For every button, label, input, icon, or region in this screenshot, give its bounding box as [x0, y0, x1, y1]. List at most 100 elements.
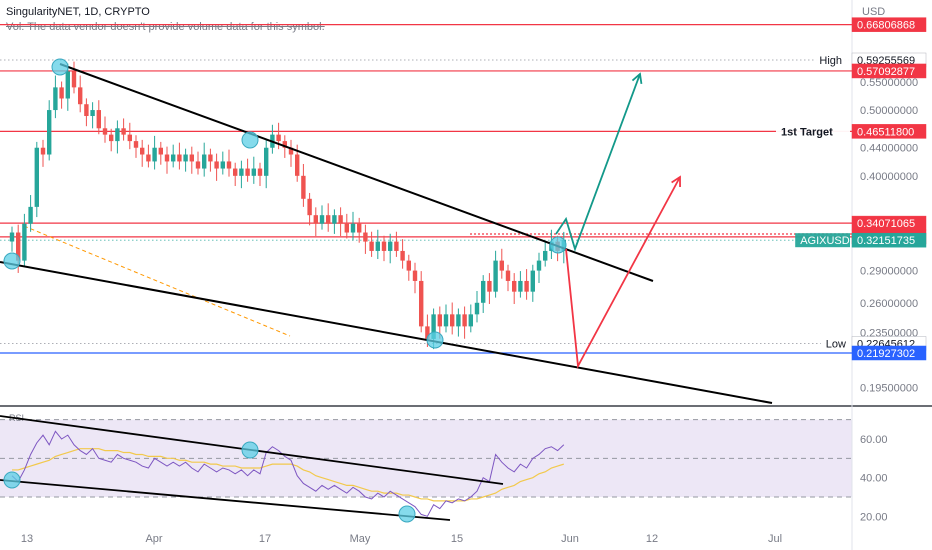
bullish-projection-arrowhead — [631, 72, 643, 85]
candle-0 — [9, 232, 15, 242]
candle-29 — [189, 154, 194, 162]
candle-66 — [419, 280, 424, 327]
level-label-3: 1st Target — [781, 126, 833, 138]
candle-18 — [121, 128, 126, 135]
level-label-7: Low — [826, 338, 846, 350]
price-tag-8 — [851, 345, 927, 361]
candle-70 — [443, 314, 449, 327]
price-tag-text-6: 0.32151735 — [857, 235, 915, 247]
candle-36 — [233, 168, 238, 176]
rsi-line — [11, 430, 565, 517]
candle-61 — [388, 241, 393, 251]
candle-77 — [487, 280, 492, 292]
candle-26 — [171, 154, 176, 162]
high-pivot-marker — [51, 58, 69, 76]
candle-43 — [276, 134, 281, 142]
bullish-projection — [555, 73, 641, 252]
candle-69 — [437, 314, 442, 327]
breakout-marker — [549, 236, 567, 254]
price-tag-2 — [851, 63, 927, 79]
candle-71 — [450, 314, 455, 327]
candle-19 — [127, 134, 132, 142]
rsi-bottom-marker — [398, 505, 416, 523]
candle-9 — [65, 71, 70, 99]
candle-44 — [282, 141, 287, 148]
candle-60 — [381, 241, 387, 251]
candle-22 — [146, 154, 151, 162]
candle-52 — [332, 215, 337, 224]
candle-6 — [47, 110, 52, 155]
candle-2 — [22, 223, 27, 261]
candle-57 — [363, 232, 368, 242]
candle-7 — [53, 87, 58, 111]
candle-68 — [431, 314, 436, 339]
major-low-marker — [426, 331, 444, 349]
candle-74 — [468, 314, 473, 327]
candle-45 — [288, 147, 294, 155]
candle-23 — [152, 147, 157, 162]
candle-20 — [133, 141, 139, 148]
candle-11 — [78, 87, 83, 105]
candle-83 — [524, 280, 529, 292]
rsi-low-marker — [3, 471, 21, 489]
price-tag-text-2: 0.57092877 — [857, 66, 915, 78]
candle-49 — [313, 215, 318, 224]
candle-21 — [140, 147, 145, 155]
level-label-bg-1 — [814, 53, 850, 67]
candle-64 — [406, 260, 411, 271]
price-tag-text-8: 0.21927302 — [857, 348, 915, 360]
candle-46 — [295, 154, 300, 176]
dashed-trendline — [23, 225, 291, 337]
candle-14 — [96, 110, 101, 129]
lower-high-marker — [241, 131, 259, 149]
candle-76 — [481, 280, 486, 303]
candle-12 — [84, 104, 89, 117]
rsi-ma-line — [12, 448, 564, 502]
candle-33 — [214, 161, 219, 169]
rsi-lower-trendline — [0, 479, 451, 521]
candle-65 — [412, 270, 418, 281]
level-label-bg-7 — [820, 336, 850, 351]
candle-78 — [493, 260, 498, 292]
candle-53 — [338, 215, 343, 224]
candle-37 — [239, 168, 244, 176]
candle-59 — [375, 241, 380, 251]
candle-5 — [40, 147, 46, 155]
x-label-0: 13 — [21, 533, 33, 545]
volume-note: Vol: The data vendor doesn't provide vol… — [6, 21, 325, 33]
candle-24 — [158, 147, 163, 155]
candle-62 — [394, 241, 399, 251]
price-tick-1: 0.50000000 — [860, 105, 918, 117]
level-label-bg-6 — [795, 233, 850, 248]
candle-32 — [208, 154, 213, 162]
candle-3 — [28, 206, 33, 224]
candle-31 — [202, 154, 207, 169]
level-label-1: High — [819, 55, 842, 67]
candle-72 — [456, 314, 461, 327]
chart-symbol-title: SingularityNET, 1D, CRYPTO — [6, 6, 150, 18]
candle-85 — [536, 260, 542, 271]
candle-27 — [177, 154, 182, 162]
candle-67 — [425, 326, 430, 339]
x-label-4: 15 — [451, 533, 463, 545]
candle-54 — [344, 223, 349, 233]
candle-47 — [301, 175, 306, 199]
retest-projection-arrowhead — [671, 175, 681, 188]
candle-39 — [251, 168, 256, 176]
candle-34 — [220, 161, 225, 169]
price-tag-6 — [851, 232, 927, 248]
candle-48 — [307, 198, 312, 216]
level-label-6: AGIXUSD — [800, 235, 850, 247]
candle-10 — [71, 71, 77, 88]
lower-trendline — [0, 261, 773, 404]
x-label-5: Jun — [561, 533, 579, 545]
candle-84 — [530, 270, 535, 292]
candle-56 — [357, 223, 362, 233]
candle-4 — [34, 147, 39, 207]
rsi-tick-0: 60.00 — [860, 434, 888, 446]
candle-30 — [195, 161, 201, 169]
price-tag-text-4: 0.34071065 — [857, 218, 915, 230]
candle-13 — [90, 110, 95, 117]
candle-40 — [257, 168, 263, 176]
